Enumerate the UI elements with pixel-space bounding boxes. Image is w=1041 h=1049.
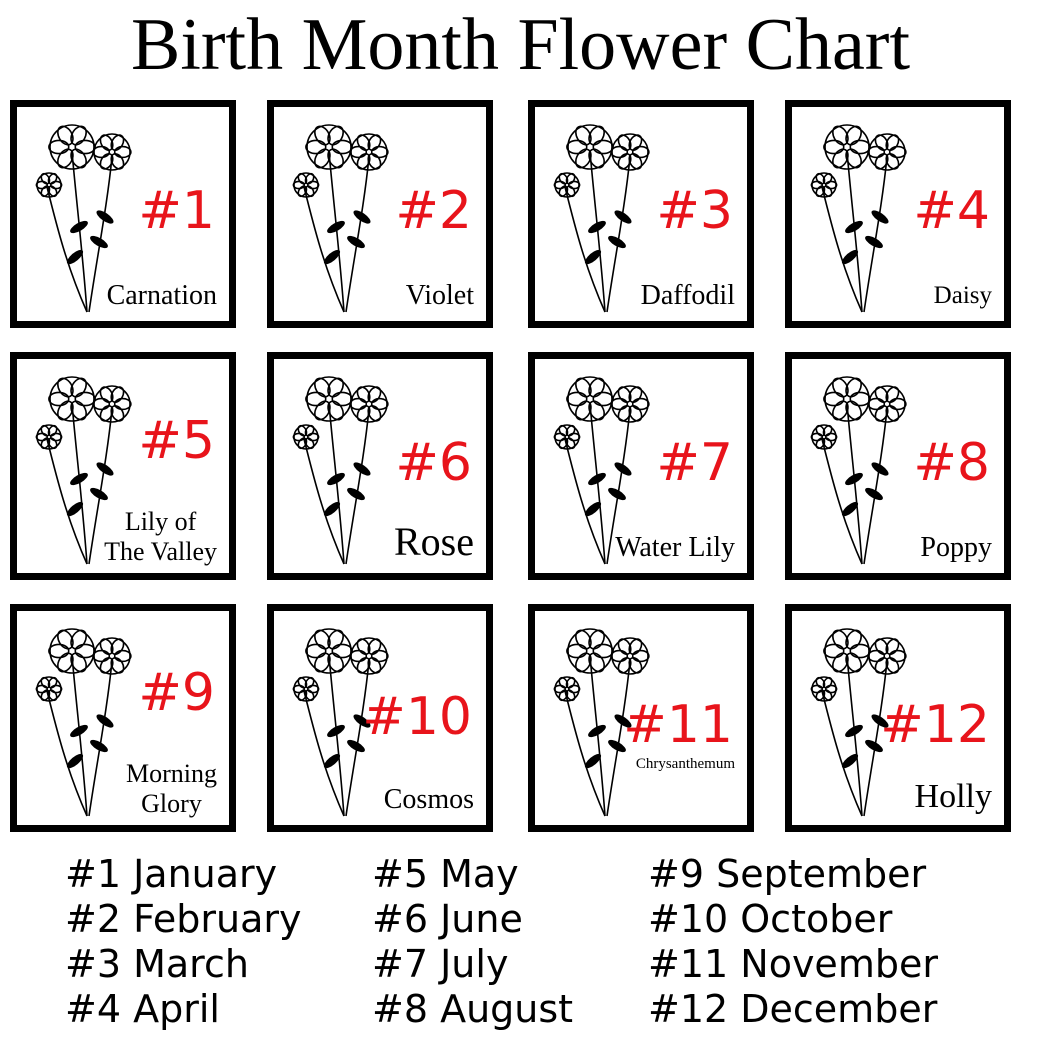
legend-item: #11 November bbox=[648, 942, 938, 986]
flower-card: #1 Carnation bbox=[10, 100, 236, 328]
month-number: #1 bbox=[138, 181, 215, 241]
flower-name: Cosmos bbox=[383, 784, 474, 815]
month-number: #4 bbox=[913, 181, 990, 241]
legend-column: #5 May #6 June #7 July #8 August bbox=[372, 852, 573, 1032]
month-number: #8 bbox=[913, 433, 990, 493]
flower-card: #5 Lily of The Valley bbox=[10, 352, 236, 580]
month-number: #9 bbox=[138, 663, 215, 723]
legend-item: #1 January bbox=[65, 852, 278, 896]
month-number: #6 bbox=[395, 433, 472, 493]
legend-item: #10 October bbox=[648, 897, 893, 941]
flower-illustration-icon bbox=[35, 124, 132, 313]
flower-name: Daisy bbox=[933, 282, 992, 309]
flower-illustration-icon bbox=[810, 376, 907, 565]
flower-illustration-icon bbox=[810, 628, 907, 817]
month-number: #7 bbox=[656, 433, 733, 493]
month-number: #11 bbox=[623, 695, 733, 755]
flower-card: #4 Daisy bbox=[785, 100, 1011, 328]
month-number: #2 bbox=[395, 181, 472, 241]
flower-name: Morning Glory bbox=[126, 759, 217, 819]
flower-card: #7 Water Lily bbox=[528, 352, 754, 580]
legend-item: #12 December bbox=[648, 987, 938, 1031]
flower-name: Chrysanthemum bbox=[635, 756, 735, 772]
flower-card: #6 Rose bbox=[267, 352, 493, 580]
flower-illustration-icon bbox=[292, 628, 389, 817]
flower-name: Holly bbox=[914, 778, 992, 815]
flower-illustration-icon bbox=[292, 124, 389, 313]
flower-name: Daffodil bbox=[640, 280, 735, 311]
legend-item: #4 April bbox=[65, 987, 220, 1031]
legend-column: #9 September #10 October #11 November #12 D… bbox=[648, 852, 938, 1032]
flower-name: Violet bbox=[405, 280, 474, 311]
legend-item: #2 February bbox=[65, 897, 302, 941]
flower-name: Lily of The Valley bbox=[104, 507, 217, 567]
legend-column: #1 January #2 February #3 March #4 April bbox=[65, 852, 301, 1032]
flower-card: #3 Daffodil bbox=[528, 100, 754, 328]
flower-name: Rose bbox=[394, 519, 474, 564]
flower-illustration-icon bbox=[35, 628, 132, 817]
flower-illustration-icon bbox=[553, 628, 650, 817]
flower-card: #11 Chrysanthemum bbox=[528, 604, 754, 832]
flower-illustration-icon bbox=[553, 124, 650, 313]
legend-item: #5 May bbox=[372, 852, 519, 896]
flower-name-line: The Valley bbox=[104, 537, 217, 566]
month-number: #12 bbox=[880, 695, 990, 755]
month-number: #5 bbox=[138, 411, 215, 471]
flower-illustration-icon bbox=[292, 376, 389, 565]
page-title: Birth Month Flower Chart bbox=[130, 4, 911, 86]
flower-card: #10 Cosmos bbox=[267, 604, 493, 832]
flower-card: #9 Morning Glory bbox=[10, 604, 236, 832]
month-number: #10 bbox=[362, 687, 472, 747]
legend-item: #7 July bbox=[372, 942, 509, 986]
flower-card: #12 Holly bbox=[785, 604, 1011, 832]
flower-name-line: Lily of bbox=[124, 507, 197, 536]
flower-name: Carnation bbox=[106, 280, 217, 311]
flower-card: #2 Violet bbox=[267, 100, 493, 328]
legend-item: #8 August bbox=[372, 987, 574, 1031]
flower-name-line: Morning bbox=[126, 759, 217, 788]
flower-illustration-icon bbox=[35, 376, 132, 565]
legend-item: #9 September bbox=[648, 852, 927, 896]
flower-name-line: Glory bbox=[141, 789, 202, 818]
flower-illustration-icon bbox=[810, 124, 907, 313]
flower-name: Water Lily bbox=[615, 532, 735, 563]
flower-illustration-icon bbox=[553, 376, 650, 565]
legend-item: #6 June bbox=[372, 897, 523, 941]
flower-card: #8 Poppy bbox=[785, 352, 1011, 580]
flower-name: Poppy bbox=[920, 532, 992, 563]
month-number: #3 bbox=[656, 181, 733, 241]
legend-item: #3 March bbox=[65, 942, 249, 986]
